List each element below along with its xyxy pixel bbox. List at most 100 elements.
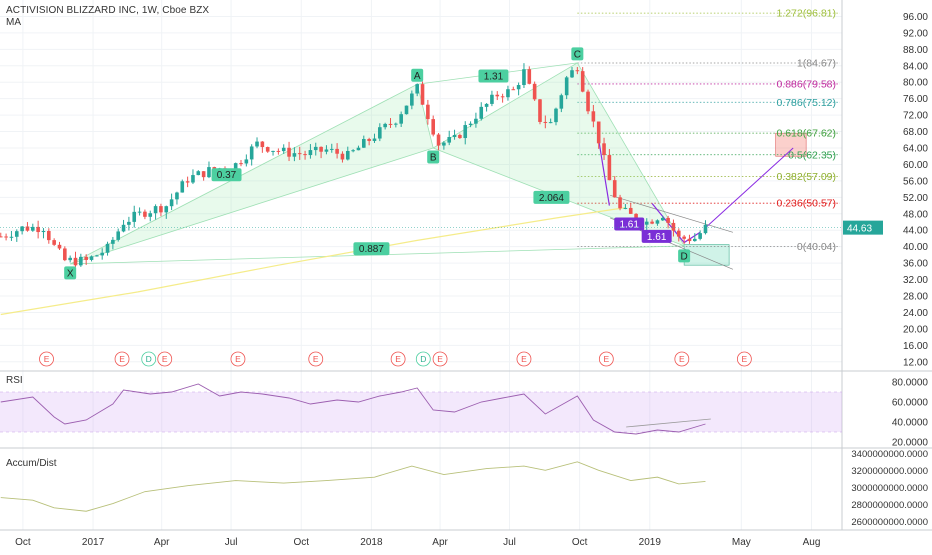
earnings-event-marker xyxy=(114,351,130,367)
grid-layer xyxy=(0,0,932,531)
candle-body xyxy=(329,148,334,150)
accum-dist-title: Accum/Dist xyxy=(6,458,57,469)
candle-body xyxy=(511,89,516,91)
event-label: E xyxy=(162,354,168,364)
candle-body xyxy=(233,163,238,170)
candle-body xyxy=(185,181,190,183)
candle-body xyxy=(591,111,596,122)
candle-body xyxy=(660,217,665,221)
candle-body xyxy=(586,91,590,112)
event-label: E xyxy=(119,354,125,364)
fib-level-label: 1(84.67) xyxy=(797,58,836,70)
pattern-ratio-label-bg xyxy=(614,217,645,231)
candle-body xyxy=(442,142,446,146)
candle-body xyxy=(644,221,649,225)
candle-body xyxy=(463,125,468,139)
time-tick-label: Oct xyxy=(293,537,309,548)
candle-body xyxy=(452,135,457,138)
candle-body xyxy=(383,123,387,128)
time-tick-label: Apr xyxy=(154,537,170,548)
candle-body xyxy=(522,69,526,86)
candle-body xyxy=(703,224,708,234)
candle-body xyxy=(4,236,8,238)
time-tick-label: 2018 xyxy=(360,537,383,548)
rsi-line xyxy=(0,383,706,435)
last-price-label: 44.63 xyxy=(847,223,872,234)
event-label: E xyxy=(437,354,443,364)
candle-body xyxy=(0,236,3,238)
pattern-ratio-label: 1.61 xyxy=(647,232,667,243)
time-tick-label: May xyxy=(732,537,751,548)
candle-body xyxy=(500,96,505,98)
candle-body xyxy=(287,147,291,157)
candle-body xyxy=(698,233,702,239)
candle-body xyxy=(132,211,137,222)
earnings-event-marker xyxy=(598,351,614,367)
price-tick-label: 24.00 xyxy=(903,308,928,319)
price-tick-label: 12.00 xyxy=(903,357,928,368)
wedge-upper-line xyxy=(610,194,734,233)
candle-body xyxy=(41,230,46,233)
earnings-event-marker xyxy=(157,351,173,367)
candle-body xyxy=(458,135,462,139)
pattern-point-c-bg xyxy=(571,47,584,61)
accum-dist-tick-label: 3400000000.0000 xyxy=(851,449,928,460)
time-tick-label: Aug xyxy=(803,537,821,548)
pattern-ratio-label-bg xyxy=(353,242,390,256)
candle-body xyxy=(52,240,56,245)
candle-body xyxy=(260,141,265,148)
candle-body xyxy=(308,150,313,156)
price-tick-label: 92.00 xyxy=(903,28,928,39)
candle-body xyxy=(105,243,110,253)
price-tick-label: 48.00 xyxy=(903,209,928,220)
event-label: D xyxy=(420,354,426,364)
pattern-ratio-label: 2.064 xyxy=(539,193,564,204)
candles-layer xyxy=(0,63,708,267)
price-tick-label: 52.00 xyxy=(903,193,928,204)
fib-level-label: 0.236(50.57) xyxy=(776,198,836,210)
symbol-title: ACTIVISION BLIZZARD INC, 1W, Cboe BZX xyxy=(6,5,210,16)
fib-levels-layer: 1.272(96.81) 1(84.67) 0.886(79.58) 0.786(75… xyxy=(577,8,840,253)
event-label: E xyxy=(742,354,748,364)
candle-body xyxy=(655,220,660,224)
candle-body xyxy=(554,108,558,123)
candle-body xyxy=(490,94,494,104)
pattern-point-b: B xyxy=(430,153,437,164)
accum-dist-tick-label: 3000000000.0000 xyxy=(851,483,928,494)
candle-body xyxy=(676,230,681,237)
pattern-point-d-bg xyxy=(678,249,691,263)
candle-body xyxy=(36,226,40,233)
candle-body xyxy=(180,181,185,193)
candle-body xyxy=(495,94,500,97)
pattern-point-a-bg xyxy=(411,68,424,82)
candle-body xyxy=(596,121,601,144)
candle-body xyxy=(116,231,121,240)
candle-body xyxy=(79,256,83,266)
pattern-ratio-label-bg xyxy=(478,69,509,83)
moving-average-line xyxy=(0,207,626,316)
pattern-ratio-label-bg xyxy=(641,229,672,243)
candle-body xyxy=(127,221,131,225)
candle-body xyxy=(506,89,510,98)
abcd-leg-1 xyxy=(598,139,610,206)
candle-body xyxy=(313,146,318,151)
candle-body xyxy=(628,207,633,214)
candle-body xyxy=(89,256,94,260)
candle-body xyxy=(394,123,398,125)
candle-body xyxy=(361,138,366,148)
candle-body xyxy=(340,153,345,160)
candle-body xyxy=(281,147,286,152)
rsi-tick-label: 20.0000 xyxy=(892,438,929,449)
candle-body xyxy=(276,150,281,152)
price-tick-label: 68.00 xyxy=(903,127,928,138)
pattern-labels-layer: X A B C D 0.37 1.31 0.887 2.064 1.61 1.61 xyxy=(64,47,691,280)
candle-body xyxy=(255,141,259,147)
accum-dist-tick-label: 2800000000.0000 xyxy=(851,500,928,511)
candle-body xyxy=(63,248,67,261)
rsi-band xyxy=(0,392,842,432)
earnings-event-marker xyxy=(230,351,246,367)
candle-body xyxy=(265,147,270,152)
candle-body xyxy=(175,192,179,200)
candle-body xyxy=(239,163,243,165)
